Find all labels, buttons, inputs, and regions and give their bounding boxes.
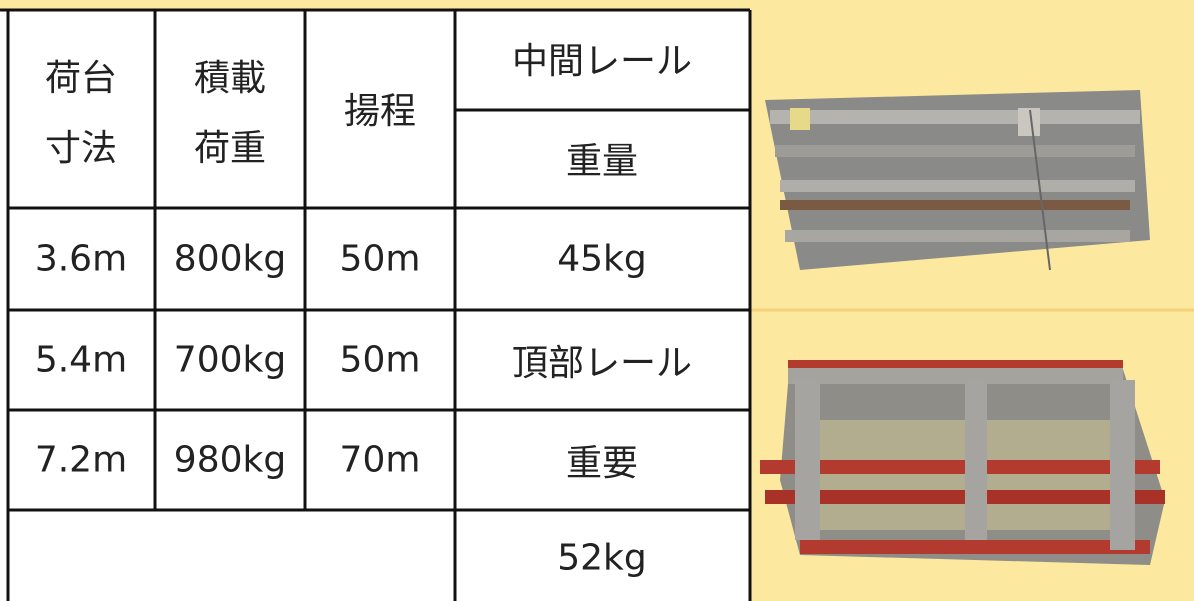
cell: 45kg bbox=[557, 238, 647, 280]
cell: 5.4m bbox=[34, 339, 128, 381]
cell: 頂部レール bbox=[511, 343, 693, 384]
cell: 980kg bbox=[173, 439, 287, 481]
cell: 800kg bbox=[173, 238, 287, 280]
cell: 700kg bbox=[173, 339, 287, 381]
rail-photo bbox=[760, 360, 1165, 565]
header-cell: 揚程 bbox=[343, 91, 417, 132]
cell: 50m bbox=[339, 238, 421, 280]
header-cell: 中間レール bbox=[511, 41, 693, 82]
cell: 70m bbox=[339, 439, 421, 481]
cell: 50m bbox=[339, 339, 421, 381]
cell: 52kg bbox=[557, 537, 647, 579]
cell: 3.6m bbox=[34, 238, 128, 280]
header-cell: 重量 bbox=[565, 141, 639, 182]
cell: 7.2m bbox=[34, 439, 128, 481]
header-cell: 寸法 bbox=[44, 128, 118, 169]
rail-photo bbox=[765, 90, 1150, 271]
header-cell: 荷重 bbox=[193, 128, 267, 169]
header-cell: 荷台 bbox=[44, 58, 118, 99]
header-cell: 積載 bbox=[193, 58, 267, 99]
cell: 重要 bbox=[565, 443, 639, 484]
